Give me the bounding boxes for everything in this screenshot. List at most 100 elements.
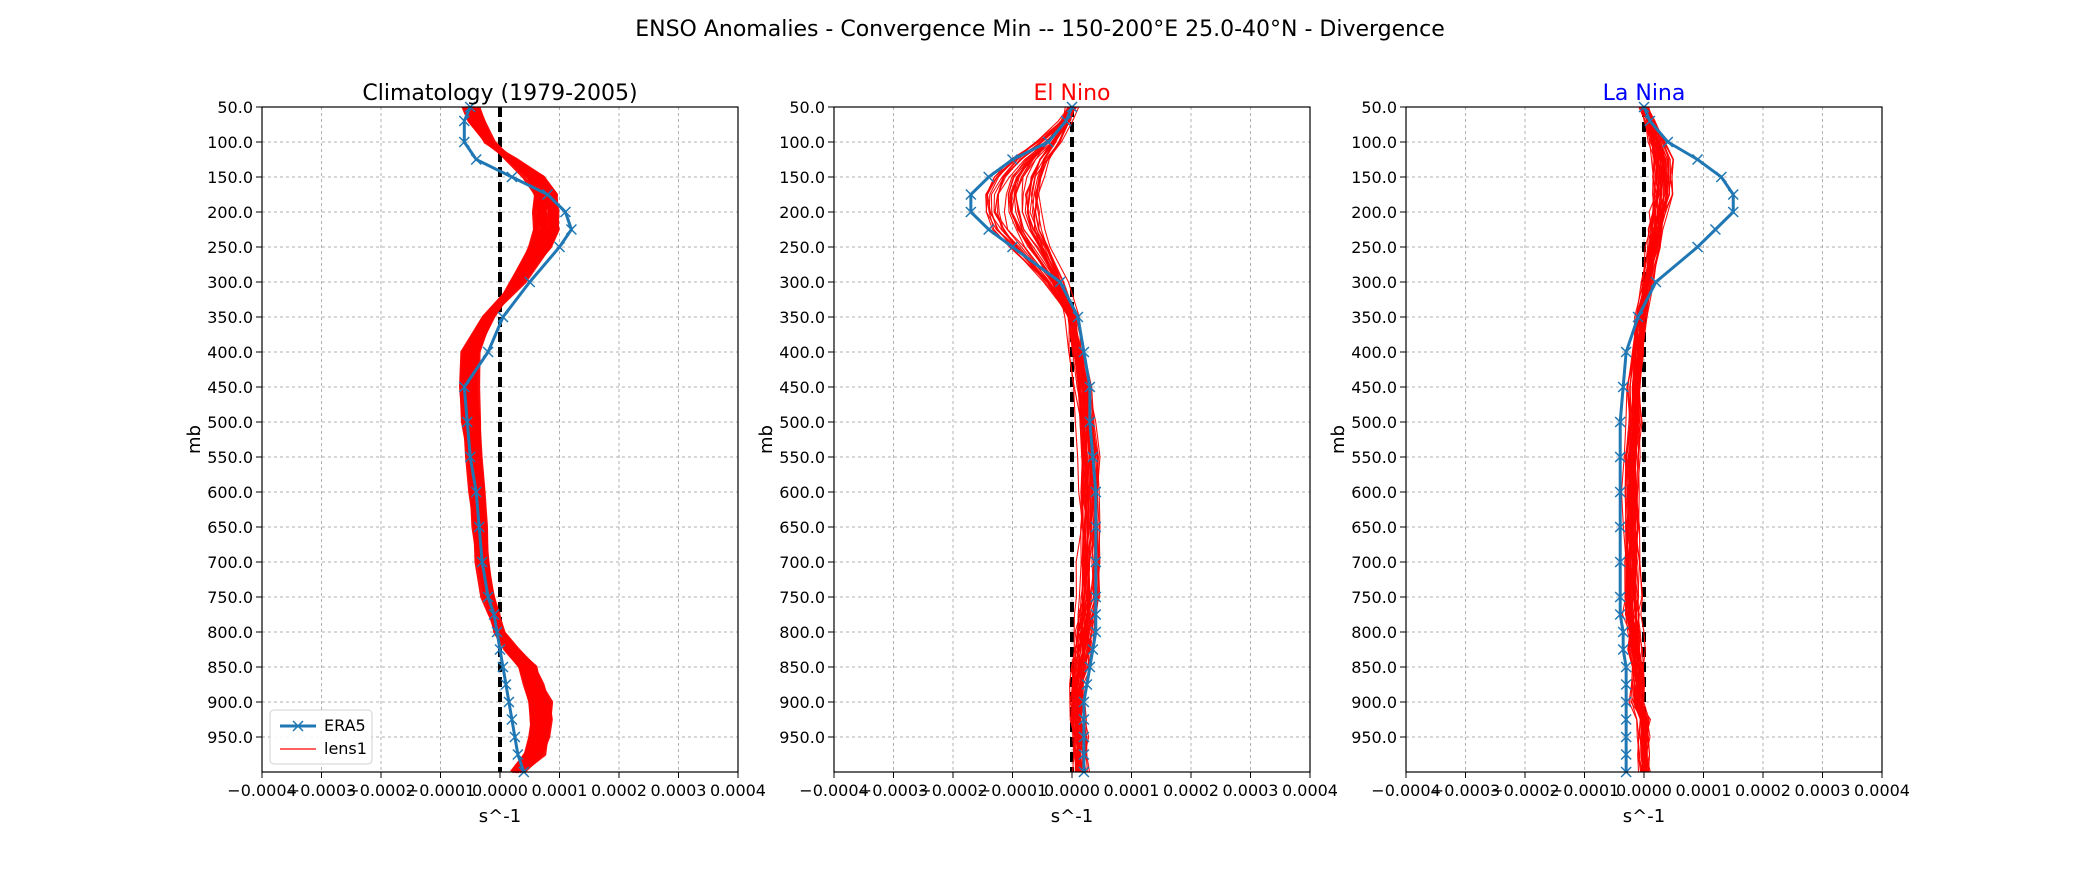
era5-point (1614, 591, 1626, 603)
x-tick-label: −0.0004 (799, 781, 868, 800)
era5-point (1632, 311, 1644, 323)
x-tick-label: 0.0004 (1854, 781, 1910, 800)
era5-point (965, 206, 977, 218)
x-tick-label: 0.0000 (1616, 781, 1672, 800)
era5-point (965, 188, 977, 201)
y-tick-label: 550.0 (207, 448, 253, 467)
x-tick-label: 0.0004 (710, 781, 766, 800)
era5-point (1072, 311, 1084, 323)
y-tick-label: 100.0 (207, 133, 253, 152)
x-tick-label: 0.0000 (1044, 781, 1100, 800)
x-tick-label: 0.0001 (532, 781, 588, 800)
legend-lens1-label: lens1 (324, 739, 367, 758)
era5-point (1090, 608, 1102, 621)
era5-point (509, 731, 521, 743)
era5-point (1006, 153, 1019, 166)
era5-point (1715, 171, 1727, 183)
era5-point (1614, 486, 1626, 498)
era5-point (458, 136, 470, 148)
y-tick-label: 100.0 (1351, 133, 1397, 152)
era5-point (524, 276, 536, 288)
era5-point (512, 748, 524, 761)
era5-point (506, 713, 518, 726)
lens1-series (985, 106, 1101, 773)
x-tick-label: 0.0003 (1223, 781, 1279, 800)
x-tick-label: −0.0003 (287, 781, 356, 800)
lens1-series (1620, 106, 1675, 773)
era5-point (1614, 521, 1626, 533)
era5-point (503, 696, 515, 708)
era5-point (565, 223, 577, 236)
y-tick-label: 800.0 (207, 623, 253, 642)
y-tick-label: 950.0 (1351, 728, 1397, 747)
x-tick-label: 0.0001 (1676, 781, 1732, 800)
y-tick-label: 900.0 (207, 693, 253, 712)
era5-point (1042, 136, 1054, 148)
y-tick-label: 50.0 (1361, 98, 1397, 117)
era5-point (464, 451, 476, 463)
lens1-member-line (468, 106, 548, 774)
x-tick-label: −0.0001 (978, 781, 1047, 800)
era5-point (482, 591, 494, 603)
y-tick-label: 150.0 (1351, 168, 1397, 187)
x-tick-label: −0.0004 (1371, 781, 1440, 800)
era5-point (559, 206, 571, 218)
era5-point (458, 381, 470, 393)
y-tick-label: 200.0 (779, 203, 825, 222)
y-tick-label: 850.0 (207, 658, 253, 677)
y-tick-label: 450.0 (1351, 378, 1397, 397)
era5-point (1090, 591, 1102, 603)
y-tick-label: 500.0 (1351, 413, 1397, 432)
era5-point (1087, 643, 1099, 656)
y-tick-label: 600.0 (779, 483, 825, 502)
y-tick-label: 150.0 (207, 168, 253, 187)
era5-point (482, 346, 494, 358)
era5-point (1727, 188, 1739, 201)
y-tick-label: 450.0 (207, 378, 253, 397)
x-axis-label: s^-1 (479, 806, 521, 827)
era5-point (1006, 241, 1019, 253)
era5-point (1727, 206, 1739, 218)
y-axis-label: mb (1328, 425, 1349, 454)
era5-point (1084, 381, 1096, 393)
era5-point (1090, 486, 1102, 498)
y-tick-label: 550.0 (779, 448, 825, 467)
era5-series (1614, 101, 1739, 778)
y-tick-label: 350.0 (207, 308, 253, 327)
lens1-member-line (1038, 106, 1085, 773)
x-tick-label: −0.0003 (1431, 781, 1500, 800)
y-axis-label: mb (184, 425, 205, 454)
era5-point (488, 608, 500, 621)
era5-point (1620, 346, 1632, 358)
x-tick-label: −0.0004 (227, 781, 296, 800)
era5-point (494, 643, 506, 656)
era5-point (1617, 381, 1629, 393)
era5-point (1620, 748, 1632, 761)
y-tick-label: 250.0 (207, 238, 253, 257)
y-tick-label: 50.0 (789, 98, 825, 117)
lens1-member-line (1027, 106, 1088, 773)
y-tick-label: 150.0 (779, 168, 825, 187)
lens1-member-line (460, 106, 560, 774)
y-tick-label: 500.0 (779, 413, 825, 432)
era5-point (553, 241, 566, 253)
era5-point (1084, 416, 1096, 428)
era5-point (1078, 731, 1090, 743)
figure-title: ENSO Anomalies - Convergence Min -- 150-… (635, 17, 1445, 42)
era5-point (461, 416, 473, 428)
legend-era5-label: ERA5 (324, 716, 366, 735)
x-tick-label: 0.0000 (472, 781, 528, 800)
y-tick-label: 850.0 (779, 658, 825, 677)
y-tick-label: 950.0 (779, 728, 825, 747)
y-tick-label: 300.0 (1351, 273, 1397, 292)
y-tick-label: 200.0 (207, 203, 253, 222)
y-tick-label: 800.0 (1351, 623, 1397, 642)
era5-point (1620, 661, 1632, 673)
lens1-member-line (1624, 106, 1669, 773)
y-tick-label: 500.0 (207, 413, 253, 432)
